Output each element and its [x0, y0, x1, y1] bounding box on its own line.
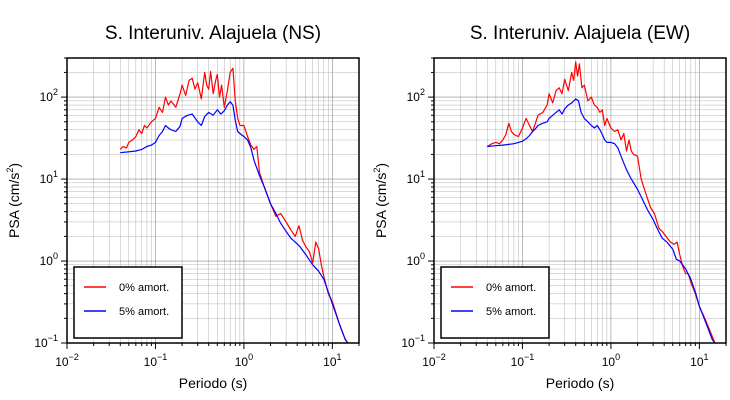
chart-title: S. Interuniv. Alajuela (EW)	[470, 23, 690, 44]
series-line-1	[120, 101, 349, 344]
x-axis-label: Periodo (s)	[179, 375, 247, 391]
y-tick-label: 100	[407, 251, 425, 268]
y-tick-label: 101	[407, 169, 425, 186]
x-tick-label: 10−1	[144, 352, 168, 369]
y-tick-label: 102	[40, 87, 58, 104]
series-line-0	[486, 61, 716, 344]
series-line-1	[487, 98, 716, 344]
chart-panel-1: S. Interuniv. Alajuela (EW) 10−2 10−1 100 10…	[372, 23, 727, 391]
legend-box	[440, 266, 550, 339]
x-tick-label: 10−2	[422, 352, 446, 369]
y-tick-label: 101	[40, 169, 58, 186]
y-tick-label: 100	[40, 251, 58, 268]
x-tick-label: 100	[235, 352, 253, 369]
x-tick-label: 101	[690, 352, 708, 369]
y-axis-label: PSA (cm/s2)	[5, 163, 22, 238]
y-axis-label: PSA (cm/s2)	[372, 163, 389, 238]
legend-box	[73, 266, 183, 339]
plot-frame	[66, 57, 360, 344]
plot-frame	[433, 57, 727, 344]
legend-label-0: 0% amort.	[486, 282, 536, 294]
x-tick-label: 10−1	[511, 352, 535, 369]
chart-panel-0: S. Interuniv. Alajuela (NS) 10−2 10−1 100 10…	[5, 23, 360, 391]
legend: 0% amort. 5% amort.	[73, 266, 183, 339]
y-tick-label: 10−1	[34, 333, 58, 350]
legend: 0% amort. 5% amort.	[440, 266, 550, 339]
y-tick-label: 102	[407, 87, 425, 104]
y-tick-label: 10−1	[401, 333, 425, 350]
chart-title: S. Interuniv. Alajuela (NS)	[105, 23, 321, 44]
legend-label-1: 5% amort.	[119, 306, 169, 318]
series-line-0	[119, 67, 349, 344]
x-axis-label: Periodo (s)	[546, 375, 614, 391]
legend-label-0: 0% amort.	[119, 282, 169, 294]
x-tick-label: 10−2	[55, 352, 79, 369]
x-tick-label: 101	[323, 352, 341, 369]
x-tick-label: 100	[602, 352, 620, 369]
legend-label-1: 5% amort.	[486, 306, 536, 318]
